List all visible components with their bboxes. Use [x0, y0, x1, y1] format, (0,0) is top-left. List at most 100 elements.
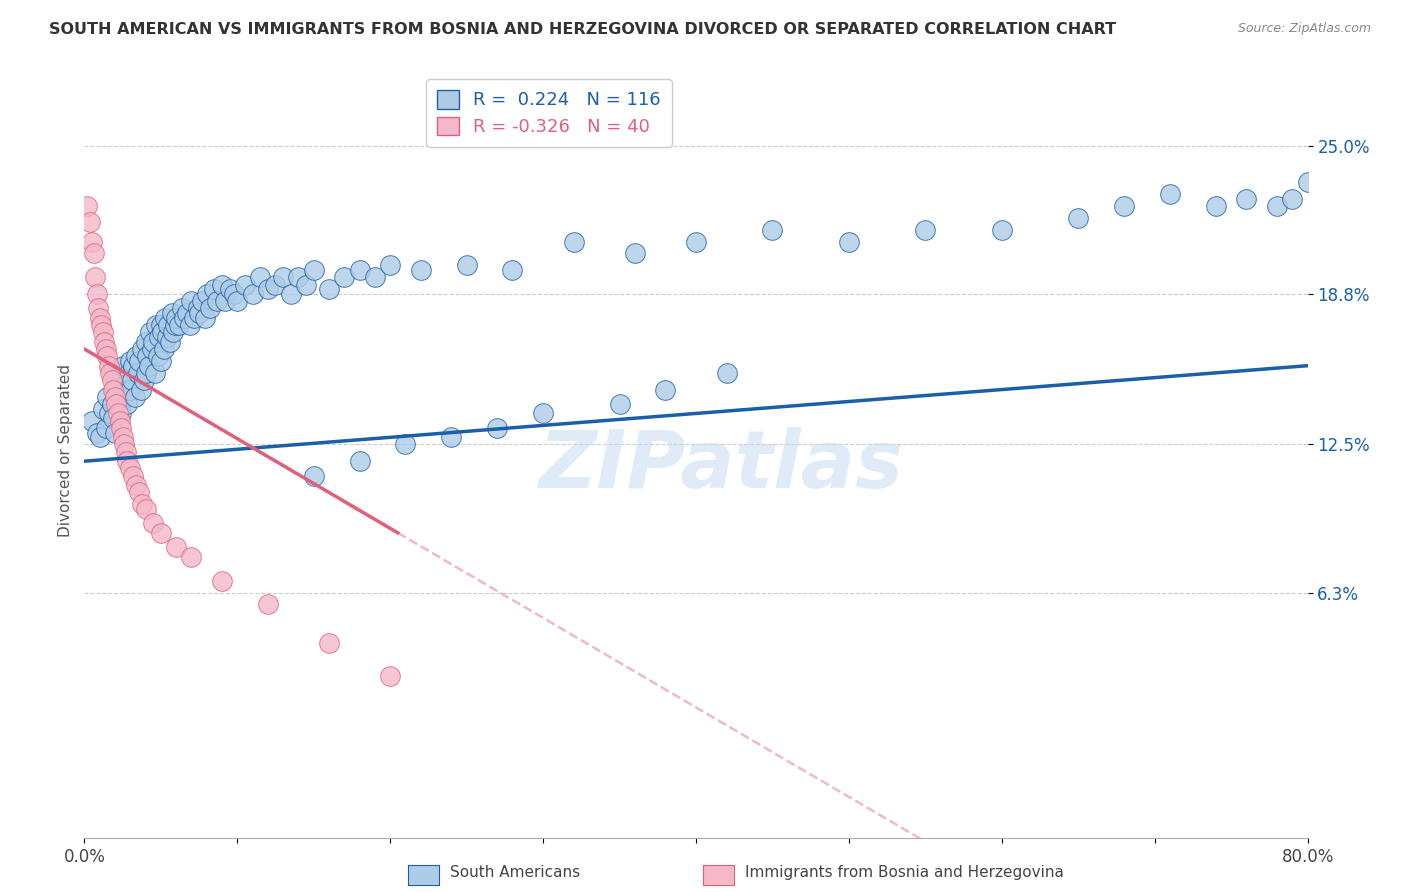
Point	[131, 497, 153, 511]
Point	[233, 277, 256, 292]
Point	[176, 306, 198, 320]
Point	[114, 383, 136, 397]
Point	[1159, 186, 1181, 201]
Text: Immigrants from Bosnia and Herzegovina: Immigrants from Bosnia and Herzegovina	[745, 865, 1064, 880]
Point	[135, 334, 157, 349]
Point	[609, 397, 631, 411]
Point	[157, 318, 180, 332]
Point	[143, 366, 166, 380]
Point	[271, 270, 294, 285]
Point	[86, 425, 108, 440]
Point	[114, 444, 136, 458]
Point	[186, 301, 208, 316]
Point	[409, 263, 432, 277]
Point	[150, 325, 173, 339]
Point	[94, 421, 117, 435]
Point	[207, 294, 229, 309]
Point	[98, 366, 121, 380]
Point	[195, 287, 218, 301]
Point	[991, 222, 1014, 236]
Point	[194, 310, 217, 325]
Point	[115, 454, 138, 468]
Point	[486, 421, 509, 435]
Legend: R =  0.224   N = 116, R = -0.326   N = 40: R = 0.224 N = 116, R = -0.326 N = 40	[426, 79, 672, 147]
Point	[183, 310, 205, 325]
Point	[456, 259, 478, 273]
Point	[120, 383, 142, 397]
Point	[111, 390, 134, 404]
Point	[125, 478, 148, 492]
Point	[295, 277, 318, 292]
Point	[84, 270, 107, 285]
Point	[120, 461, 142, 475]
Point	[107, 366, 129, 380]
Point	[218, 282, 240, 296]
Point	[149, 318, 172, 332]
Point	[1114, 199, 1136, 213]
Point	[153, 342, 176, 356]
Point	[89, 430, 111, 444]
Point	[349, 263, 371, 277]
Text: Source: ZipAtlas.com: Source: ZipAtlas.com	[1237, 22, 1371, 36]
Point	[108, 414, 131, 428]
Point	[562, 235, 585, 249]
Point	[79, 215, 101, 229]
Text: SOUTH AMERICAN VS IMMIGRANTS FROM BOSNIA AND HERZEGOVINA DIVORCED OR SEPARATED C: SOUTH AMERICAN VS IMMIGRANTS FROM BOSNIA…	[49, 22, 1116, 37]
Point	[112, 437, 135, 451]
Point	[180, 294, 202, 309]
Point	[1236, 192, 1258, 206]
Point	[124, 390, 146, 404]
Point	[121, 373, 143, 387]
Point	[115, 397, 138, 411]
Point	[105, 397, 128, 411]
Point	[91, 325, 114, 339]
Point	[129, 383, 152, 397]
Point	[145, 318, 167, 332]
Point	[111, 359, 134, 373]
Point	[118, 366, 141, 380]
Point	[135, 366, 157, 380]
Point	[249, 270, 271, 285]
Point	[160, 306, 183, 320]
Point	[122, 359, 145, 373]
Point	[502, 263, 524, 277]
Point	[165, 540, 187, 554]
Point	[179, 318, 201, 332]
Point	[167, 318, 190, 332]
Point	[191, 294, 214, 309]
Point	[146, 349, 169, 363]
Point	[103, 383, 125, 397]
Point	[127, 366, 149, 380]
Point	[122, 468, 145, 483]
Point	[101, 397, 124, 411]
Point	[128, 485, 150, 500]
Point	[198, 301, 221, 316]
Point	[148, 330, 170, 344]
Point	[104, 383, 127, 397]
Point	[257, 598, 280, 612]
Point	[112, 377, 135, 392]
Point	[163, 318, 186, 332]
Point	[103, 411, 125, 425]
Text: South Americans: South Americans	[450, 865, 581, 880]
Point	[149, 525, 172, 540]
Point	[96, 349, 118, 363]
Point	[76, 199, 98, 213]
Point	[110, 421, 132, 435]
Point	[364, 270, 387, 285]
Y-axis label: Divorced or Separated: Divorced or Separated	[58, 364, 73, 537]
Point	[211, 277, 233, 292]
Point	[188, 306, 211, 320]
Point	[302, 468, 325, 483]
Point	[264, 277, 287, 292]
Point	[1265, 199, 1288, 213]
Point	[1205, 199, 1227, 213]
Point	[173, 310, 195, 325]
Point	[162, 325, 184, 339]
Point	[242, 287, 264, 301]
Text: ZIPatlas: ZIPatlas	[538, 427, 903, 505]
Point	[89, 310, 111, 325]
Point	[138, 359, 160, 373]
Point	[624, 246, 647, 260]
Point	[1296, 175, 1319, 189]
